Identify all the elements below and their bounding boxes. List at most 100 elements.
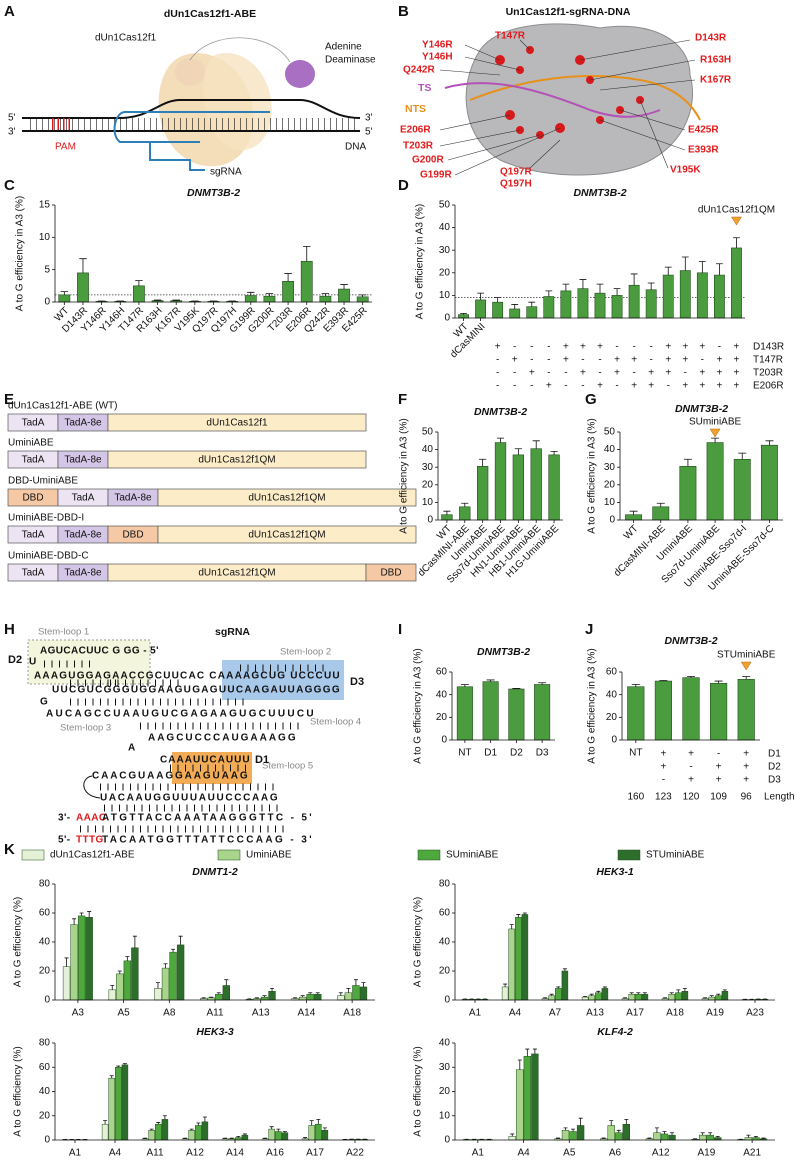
matrix-cell: - — [547, 368, 550, 379]
y-tick-label: 50 — [439, 200, 451, 211]
bar — [662, 274, 674, 319]
bar — [512, 454, 525, 521]
mutation-label: R163H — [700, 55, 731, 66]
legend-label: dUn1Cas12f1-ABE — [50, 850, 135, 861]
x-tick-label: A1 — [69, 1148, 82, 1159]
bar — [70, 924, 78, 1001]
label: dUn1Cas12f1 — [95, 33, 157, 44]
error-bar — [171, 948, 176, 953]
matrix-cell: - — [530, 355, 533, 366]
bar — [459, 506, 471, 521]
bar — [169, 951, 177, 1001]
error-bar — [216, 992, 221, 995]
bar — [555, 988, 562, 1001]
diagram-b: Un1Cas12f1-sgRNA-DNA Y146R Y146H T147R D… — [400, 6, 732, 190]
y-axis-label: A to G efficiency in A3 (%) — [587, 418, 598, 533]
bar — [319, 295, 332, 303]
matrix-cell: - — [615, 381, 618, 392]
error-bar — [562, 968, 567, 971]
y-tick-label: 30 — [422, 462, 434, 473]
bar — [359, 986, 368, 1001]
error-bar — [263, 1137, 268, 1139]
y-tick-label: 20 — [422, 479, 434, 490]
bar — [601, 988, 609, 1001]
bar — [635, 993, 642, 1001]
chart-title: DNMT3B-2 — [664, 635, 717, 647]
x-tick-label: A18 — [343, 1008, 361, 1019]
y-axis-label: A to G efficiency in A3 (%) — [415, 204, 426, 319]
bar — [133, 285, 145, 303]
error-bar — [528, 301, 536, 307]
error-bar — [153, 299, 162, 301]
matrix-cell: + — [614, 368, 620, 379]
y-axis-label: A to G efficiency in A3 (%) — [15, 196, 26, 311]
matrix-cell: + — [597, 342, 603, 353]
bar — [148, 1130, 155, 1141]
y-tick-label: 30 — [439, 245, 451, 256]
bar — [123, 960, 132, 1001]
bar — [548, 454, 560, 521]
y-tick-label: 10 — [39, 232, 51, 243]
matrix-cell: + — [699, 381, 705, 392]
bar — [458, 314, 469, 319]
error-bar — [308, 992, 313, 995]
error-bar — [236, 1135, 241, 1138]
base-pairs — [44, 660, 330, 833]
length-label: 160 — [627, 792, 644, 803]
error-bar — [209, 996, 214, 998]
matrix-cell: + — [631, 381, 637, 392]
matrix-cell: + — [743, 775, 749, 786]
error-bar — [202, 1116, 207, 1122]
bar — [241, 1134, 249, 1141]
error-bar — [624, 1118, 629, 1125]
bar — [85, 917, 93, 1001]
error-bar — [683, 458, 692, 467]
matrix-cell: + — [580, 368, 586, 379]
bar — [161, 1119, 169, 1141]
error-bar — [681, 256, 689, 271]
matrix-cell: - — [662, 775, 665, 786]
matrix-cell: + — [563, 355, 569, 366]
error-bar — [223, 1137, 228, 1139]
domain-label: TadA — [22, 418, 45, 429]
matrix-cell: - — [496, 355, 499, 366]
y-tick-label: 0 — [427, 515, 433, 526]
matrix-row-label: D3 — [768, 775, 781, 786]
error-bar — [303, 245, 311, 262]
bar — [733, 458, 751, 521]
bar — [706, 442, 724, 521]
error-bar — [172, 299, 180, 301]
error-bar — [162, 1115, 167, 1120]
bar — [441, 514, 453, 521]
length-label: 123 — [655, 792, 672, 803]
bar — [268, 1128, 275, 1141]
error-bar — [321, 293, 330, 297]
domain-label: TadA — [22, 568, 45, 579]
x-tick-label: D1 — [484, 748, 497, 759]
error-bar — [636, 992, 641, 995]
y-axis-label: A to G efficiency in A3 (%) — [413, 648, 424, 763]
matrix-row-label: D2 — [768, 762, 781, 773]
domain-label: D2 — [8, 654, 22, 666]
matrix-cell: + — [682, 355, 688, 366]
matrix-cell: + — [563, 342, 569, 353]
error-bar — [629, 992, 634, 995]
bar — [275, 1131, 282, 1141]
mutation-label: T147R — [495, 31, 526, 42]
x-tick-label: A4 — [509, 1008, 522, 1019]
error-bar — [676, 989, 681, 993]
bar — [188, 1130, 195, 1141]
error-bar — [601, 1137, 606, 1139]
matrix-cell: + — [716, 368, 722, 379]
label: PAM — [55, 142, 76, 153]
error-bar — [664, 266, 672, 276]
error-bar — [163, 963, 168, 969]
sequence: 5'- — [58, 835, 70, 846]
error-bar — [494, 297, 502, 303]
error-bar — [309, 1120, 314, 1126]
bar — [222, 985, 230, 1001]
sequence: UUCGUCGGGUGGAAGUGAGUUCAAGAUUAGGGG — [52, 685, 340, 696]
error-bar — [509, 924, 514, 929]
chart-title: DNMT3B-2 — [675, 403, 728, 415]
matrix-cell: - — [547, 342, 550, 353]
